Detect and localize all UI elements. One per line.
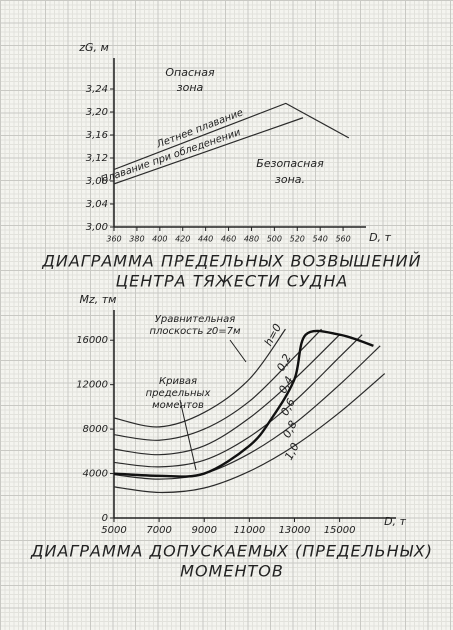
pointer: [179, 399, 197, 471]
x-tick-label: 500: [267, 235, 282, 244]
x-tick-label: 480: [244, 235, 259, 244]
x-tick-label: 400: [152, 235, 167, 244]
x-axis-label: D, т: [369, 231, 391, 244]
x-tick-label: 13000: [279, 525, 311, 536]
x-tick-label: 460: [221, 235, 236, 244]
series-line: [113, 373, 386, 494]
x-tick-label: 540: [313, 235, 328, 244]
x-tick-label: 9000: [192, 525, 217, 536]
x-tick-label: 360: [106, 235, 121, 244]
x-tick-label: 7000: [146, 525, 171, 536]
x-tick-label: 520: [290, 235, 305, 244]
series-line: [113, 328, 322, 441]
y-tick-label: 3,00: [86, 222, 108, 233]
annotation: зона.: [275, 173, 305, 186]
series-label: 0,2: [274, 352, 294, 374]
x-tick-label: 440: [198, 235, 213, 244]
y-tick-label: 16000: [76, 335, 108, 346]
chart-title: ЦЕНТРА ТЯЖЕСТИ СУДНА: [116, 272, 349, 291]
y-tick-label: 4000: [83, 469, 108, 480]
series-label: 1,0: [282, 441, 302, 463]
y-axis-label: zG, м: [78, 41, 109, 54]
x-tick-label: 15000: [324, 525, 356, 536]
x-tick-label: 560: [335, 235, 350, 244]
y-axis-label: Mz, тм: [80, 293, 117, 306]
x-axis-label: D, т: [384, 515, 406, 528]
annotation: Безопасная: [256, 157, 324, 170]
chart-title: ДИАГРАММА ДОПУСКАЕМЫХ (ПРЕДЕЛЬНЫХ): [30, 542, 433, 561]
series-line: [113, 329, 374, 478]
series-line: [113, 334, 341, 456]
chart-title: ДИАГРАММА ПРЕДЕЛЬНЫХ ВОЗВЫШЕНИЙ: [41, 252, 421, 271]
y-tick-label: 12000: [76, 380, 108, 391]
series-line: [113, 117, 304, 185]
y-tick-label: 3,24: [86, 84, 108, 95]
y-tick-label: 8000: [83, 424, 108, 435]
y-tick-label: 3,04: [86, 199, 108, 210]
x-tick-label: 380: [129, 235, 144, 244]
series-label: 0,6: [278, 396, 298, 418]
y-tick-label: 3,08: [86, 176, 108, 187]
annotation: Кривая предельных моментов: [145, 376, 211, 411]
x-tick-label: 420: [175, 235, 190, 244]
annotation: зона: [177, 81, 204, 94]
pointer: [229, 339, 247, 363]
series-line: [113, 345, 381, 480]
y-tick-label: 3,16: [86, 130, 108, 141]
x-tick-label: 11000: [233, 525, 265, 536]
y-tick-label: 3,12: [86, 153, 108, 164]
annotation: Уравнительная плоскость z0=7м: [149, 314, 241, 337]
annotation: Опасная: [165, 66, 215, 79]
series-line: [113, 334, 363, 468]
chart-title: МОМЕНТОВ: [180, 562, 284, 581]
y-tick-label: 0: [102, 513, 108, 524]
series-line: [113, 328, 286, 428]
y-tick-label: 3,20: [86, 107, 108, 118]
x-tick-label: 5000: [101, 525, 126, 536]
series-line: [113, 102, 350, 171]
